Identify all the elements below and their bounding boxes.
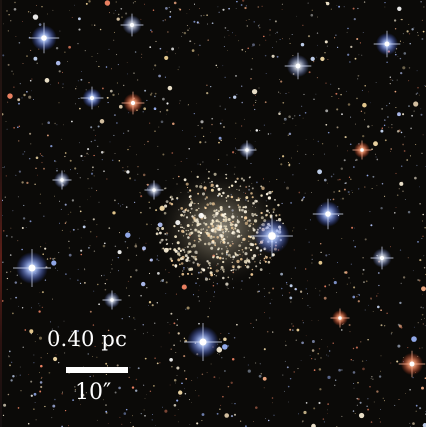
image-left-edge xyxy=(0,0,2,427)
bright-star-layer xyxy=(7,0,426,427)
image-bottom-edge xyxy=(0,427,428,430)
scale-bar xyxy=(66,367,128,373)
scale-angular-label: 10″ xyxy=(75,380,112,405)
scale-physical-label: 0.40 pc xyxy=(47,327,128,351)
